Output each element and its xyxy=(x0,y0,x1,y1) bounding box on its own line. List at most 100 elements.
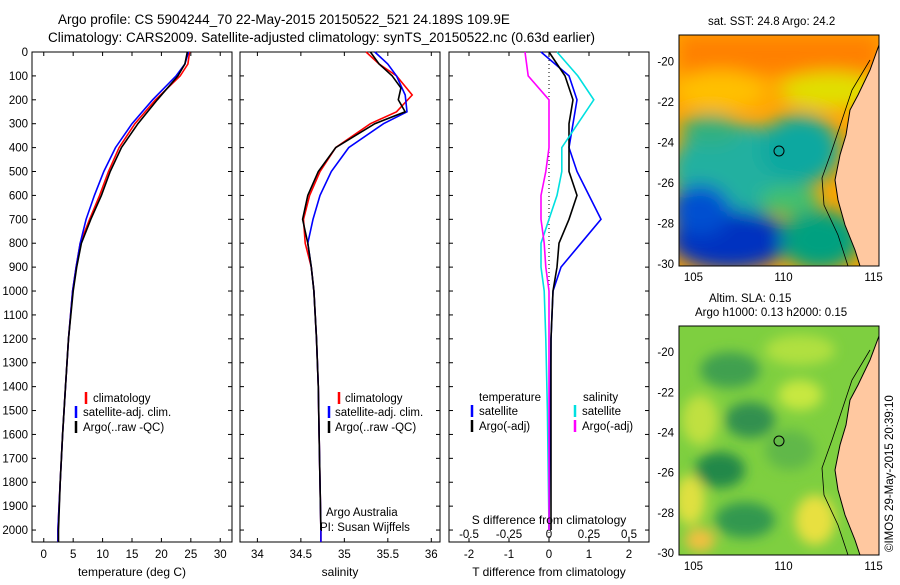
legend-label-temp-satellite: satellite xyxy=(479,406,518,418)
legend-label-climatology: climatology xyxy=(345,393,403,405)
salinity-line-argo xyxy=(301,51,407,531)
salinity-xlabel: salinity xyxy=(322,565,359,579)
temperature-line-argo xyxy=(57,51,189,542)
depth-tick-label: 500 xyxy=(9,167,28,179)
depth-tick-label: 1900 xyxy=(2,501,28,513)
sst_map-x-tick-label: 105 xyxy=(684,272,703,284)
legend-label-satellite: satellite-adj. clim. xyxy=(335,407,423,419)
sla_map-x-tick-label: 105 xyxy=(684,561,703,573)
continental-shelf xyxy=(821,349,871,555)
depth-tick-label: 1300 xyxy=(2,358,28,370)
sla_map-y-tick-label: -26 xyxy=(657,468,674,480)
diff-x-tick-label: 0 xyxy=(546,549,552,561)
generated-chart-elements: 0100200300400500600700800900100011001200… xyxy=(2,47,882,573)
depth-tick-label: 400 xyxy=(9,143,28,155)
s-diff-x-tick-label: -0.5 xyxy=(459,529,479,541)
sla-map-title2: Argo h1000: 0.13 h2000: 0.15 xyxy=(695,307,847,319)
imos-timestamp: ©IMOS 29-May-2015 20:39:10 xyxy=(884,395,896,552)
sst_map-x-tick-label: 115 xyxy=(864,272,882,284)
sst-map-frame xyxy=(678,34,880,267)
depth-tick-label: 900 xyxy=(9,262,28,274)
argo-float-marker xyxy=(773,435,785,447)
sla_map-x-tick-label: 110 xyxy=(774,561,792,573)
depth-tick-label: 1200 xyxy=(2,334,28,346)
legend-label-sal-satellite: satellite xyxy=(582,406,621,418)
depth-tick-label: 800 xyxy=(9,238,28,250)
legend-label-satellite: satellite-adj. clim. xyxy=(83,407,171,419)
difference-legend: temperature satellite Argo(-adj) salinit… xyxy=(470,392,633,433)
t-difference-xlabel: T difference from climatology xyxy=(472,565,626,579)
argo-float-marker xyxy=(773,145,785,157)
sst-map-title: sat. SST: 24.8 Argo: 24.2 xyxy=(708,16,835,28)
australian-coastline xyxy=(834,44,879,266)
legend-title-temperature: temperature xyxy=(479,392,541,404)
depth-tick-label: 1800 xyxy=(2,477,28,489)
legend-label-sal-argo: Argo(-adj) xyxy=(582,421,633,433)
s-diff-x-tick-label: 0.5 xyxy=(621,529,637,541)
temperature-legend: climatology satellite-adj. clim. Argo(..… xyxy=(74,392,171,434)
figure-title-line1: Argo profile: CS 5904244_70 22-May-2015 … xyxy=(58,12,510,27)
sst_map-y-tick-label: -28 xyxy=(657,218,674,230)
sal-diff-line-satellite xyxy=(540,51,595,531)
sst_map-y-tick-label: -24 xyxy=(657,137,674,149)
continental-shelf xyxy=(821,59,871,266)
temp-x-tick-label: 15 xyxy=(126,549,139,561)
s-diff-x-tick-label: 0 xyxy=(546,529,552,541)
depth-tick-label: 1600 xyxy=(2,429,28,441)
temp-x-tick-label: 20 xyxy=(155,549,168,561)
sst-map xyxy=(679,35,879,266)
sal-x-tick-label: 34 xyxy=(251,549,264,561)
sst_map-x-tick-label: 110 xyxy=(774,272,792,284)
sst_map-y-tick-label: -30 xyxy=(657,259,674,271)
depth-tick-label: 600 xyxy=(9,190,28,202)
salinity-panel-frame xyxy=(239,51,441,543)
sla-map-title1: Altim. SLA: 0.15 xyxy=(709,293,791,305)
legend-label-argo: Argo(..raw -QC) xyxy=(335,422,416,434)
temp-diff-line-satellite xyxy=(540,51,602,531)
temp-x-tick-label: 10 xyxy=(96,549,109,561)
sal-x-tick-label: 35 xyxy=(338,549,351,561)
temperature-line-climatology xyxy=(57,51,191,542)
temp-x-tick-label: 30 xyxy=(214,549,227,561)
s-difference-xlabel: S difference from climatology xyxy=(472,513,627,527)
sla_map-x-tick-label: 115 xyxy=(864,561,882,573)
depth-tick-label: 200 xyxy=(9,95,28,107)
credit-pi: PI: Susan Wijffels xyxy=(320,522,410,534)
depth-tick-label: 700 xyxy=(9,214,28,226)
temperature-panel-frame xyxy=(31,51,233,543)
sla_map-y-tick-label: -30 xyxy=(657,548,674,560)
diff-x-tick-label: 2 xyxy=(626,549,632,561)
sla_map-y-tick-label: -28 xyxy=(657,508,674,520)
temp-diff-line-argo xyxy=(548,51,578,530)
salinity-legend: climatology satellite-adj. clim. Argo(..… xyxy=(320,392,423,534)
figure-title-line2: Climatology: CARS2009. Satellite-adjuste… xyxy=(48,30,595,45)
sst_map-y-tick-label: -20 xyxy=(657,56,674,68)
temp-x-tick-label: 5 xyxy=(70,549,76,561)
australian-coastline xyxy=(834,335,879,555)
depth-tick-label: 1500 xyxy=(2,406,28,418)
temperature-line-satellite xyxy=(57,51,190,542)
depth-tick-label: 1000 xyxy=(2,286,28,298)
sal-x-tick-label: 36 xyxy=(425,549,438,561)
s-diff-x-tick-label: -0.25 xyxy=(496,529,522,541)
temp-x-tick-label: 25 xyxy=(184,549,197,561)
sla_map-y-tick-label: -24 xyxy=(657,427,674,439)
depth-tick-label: 1100 xyxy=(3,310,28,322)
legend-title-salinity: salinity xyxy=(583,392,618,404)
sla-map-frame xyxy=(678,325,880,556)
temperature-xlabel: temperature (deg C) xyxy=(78,565,186,579)
salinity-line-satellite xyxy=(306,51,408,542)
legend-label-argo: Argo(..raw -QC) xyxy=(83,422,164,434)
depth-tick-label: 100 xyxy=(9,71,28,83)
depth-tick-label: 1700 xyxy=(2,453,28,465)
diff-x-tick-label: -1 xyxy=(504,549,514,561)
sal-x-tick-label: 35.5 xyxy=(377,549,399,561)
sla_map-y-tick-label: -22 xyxy=(657,387,674,399)
sla_map-y-tick-label: -20 xyxy=(657,347,674,359)
s-diff-x-tick-label: 0.25 xyxy=(578,529,600,541)
sal-diff-line-argo xyxy=(524,51,550,530)
diff-x-tick-label: -2 xyxy=(464,549,474,561)
depth-tick-label: 0 xyxy=(22,47,28,59)
sst_map-y-tick-label: -26 xyxy=(657,178,674,190)
